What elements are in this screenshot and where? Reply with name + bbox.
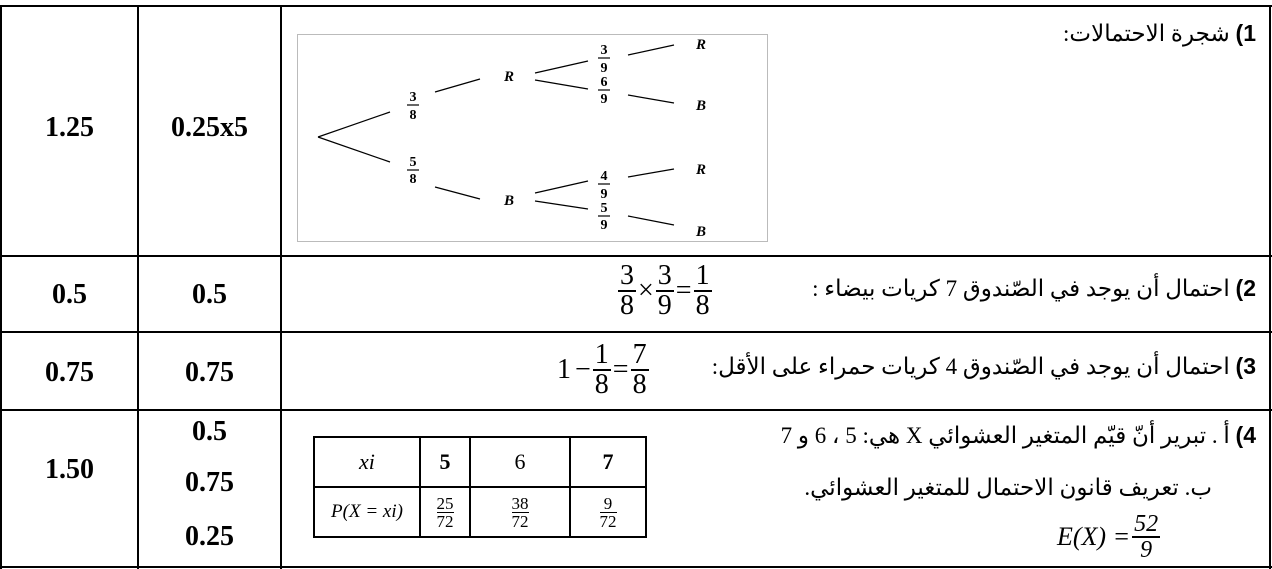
table-border bbox=[0, 331, 1272, 333]
question-number: 1) bbox=[1235, 20, 1256, 46]
operator: × bbox=[638, 275, 654, 306]
table-row: P(X = xi) 25 72 38 72 9 72 bbox=[313, 486, 647, 538]
formula-q2: 3 8 × 3 9 = 1 8 bbox=[618, 262, 712, 320]
fraction-denominator: 9 bbox=[655, 290, 674, 321]
fraction-numerator: 7 bbox=[632, 339, 647, 370]
question-4a: 4) أ . تبرير أنّ قيّم المتغير العشوائي X… bbox=[781, 422, 1256, 449]
row-total: 1.25 bbox=[45, 112, 94, 143]
formula-q3: 1−1 8 = 7 8 bbox=[555, 341, 649, 399]
question-text: احتمال أن يوجد في الصّندوق 4 كريات حمراء… bbox=[711, 354, 1230, 379]
row-points: 0.75 bbox=[185, 467, 234, 498]
formula-term: E(X) = bbox=[1057, 522, 1131, 551]
fraction-denominator: 72 bbox=[436, 511, 454, 531]
question-text: احتمال أن يوجد في الصّندوق 7 كريات بيضاء… bbox=[812, 276, 1230, 301]
tree-node-second: B bbox=[695, 224, 706, 240]
table-cell: 38 72 bbox=[469, 486, 571, 538]
table-border bbox=[0, 5, 1272, 7]
row-total: 0.5 bbox=[52, 279, 87, 310]
question-number: 3) bbox=[1235, 353, 1256, 379]
table-header-cell: xi bbox=[313, 436, 421, 488]
table-border bbox=[0, 566, 1272, 568]
table-border bbox=[280, 6, 282, 569]
fraction-denominator: 8 bbox=[693, 290, 712, 321]
table-header-cell: 5 bbox=[419, 436, 471, 488]
row-points: 0.25x5 bbox=[171, 112, 248, 143]
probability-tree: 3 8 5 8 3 9 6 9 4 9 5 9 R B R B R B bbox=[297, 34, 768, 242]
tree-prob-den: 9 bbox=[601, 218, 608, 233]
tree-prob-den: 8 bbox=[410, 108, 417, 123]
row-total: 1.50 bbox=[45, 454, 94, 485]
fraction-denominator: 8 bbox=[592, 369, 611, 400]
fraction-numerator: 1 bbox=[594, 339, 609, 370]
table-cell: 25 72 bbox=[419, 486, 471, 538]
question-1: 1) شجرة الاحتمالات: bbox=[1063, 20, 1256, 47]
fraction-numerator: 9 bbox=[603, 493, 613, 513]
fraction-denominator: 72 bbox=[599, 511, 617, 531]
fraction-denominator: 8 bbox=[630, 369, 649, 400]
operator: − bbox=[575, 354, 591, 385]
question-text: ب. تعريف قانون الاحتمال للمتغير العشوائي… bbox=[804, 475, 1212, 500]
tree-prob-num: 5 bbox=[410, 155, 417, 170]
table-header-cell: 6 bbox=[469, 436, 571, 488]
table-border bbox=[0, 255, 1272, 257]
fraction-numerator: 3 bbox=[657, 260, 672, 291]
tree-prob-num: 6 bbox=[601, 75, 608, 90]
table-border bbox=[0, 409, 1272, 411]
question-text: شجرة الاحتمالات: bbox=[1063, 21, 1230, 46]
question-2: 2) احتمال أن يوجد في الصّندوق 7 كريات بي… bbox=[812, 275, 1256, 302]
tree-prob-den: 8 bbox=[410, 172, 417, 187]
fraction-numerator: 52 bbox=[1134, 511, 1159, 537]
tree-prob-num: 4 bbox=[601, 169, 608, 184]
fraction-numerator: 25 bbox=[436, 493, 454, 513]
fraction-numerator: 1 bbox=[695, 260, 710, 291]
tree-node-first: B bbox=[503, 193, 514, 209]
fraction-numerator: 38 bbox=[511, 493, 529, 513]
table-row-label: P(X = xi) bbox=[313, 486, 421, 538]
tree-prob-den: 9 bbox=[601, 92, 608, 107]
question-number: 2) bbox=[1235, 275, 1256, 301]
tree-node-second: B bbox=[695, 98, 706, 114]
tree-node-second: R bbox=[695, 37, 706, 53]
table-border bbox=[0, 6, 2, 569]
probability-law-table: xi 5 6 7 P(X = xi) 25 72 38 72 9 72 bbox=[313, 436, 647, 538]
table-header-cell: 7 bbox=[569, 436, 647, 488]
question-number: 4) bbox=[1235, 422, 1256, 448]
table-row: xi 5 6 7 bbox=[313, 436, 647, 488]
tree-node-second: R bbox=[695, 162, 706, 178]
formula-term: 1 bbox=[557, 354, 571, 385]
operator: = bbox=[675, 275, 692, 306]
fraction-denominator: 8 bbox=[618, 290, 636, 321]
operator: = bbox=[612, 354, 629, 385]
row-points: 0.75 bbox=[185, 357, 234, 388]
tree-prob-den: 9 bbox=[601, 187, 608, 202]
question-4b: ب. تعريف قانون الاحتمال للمتغير العشوائي… bbox=[804, 475, 1212, 501]
table-border bbox=[1269, 6, 1271, 569]
fraction-numerator: 3 bbox=[620, 260, 634, 291]
row-points: 0.5 bbox=[192, 416, 227, 447]
question-text: أ . تبرير أنّ قيّم المتغير العشوائي X هي… bbox=[780, 423, 1230, 448]
tree-prob-num: 5 bbox=[601, 201, 608, 216]
expectation-formula: E(X) = 52 9 bbox=[1055, 511, 1161, 562]
fraction-denominator: 72 bbox=[511, 511, 529, 531]
tree-prob-num: 3 bbox=[601, 43, 608, 58]
fraction-denominator: 9 bbox=[1132, 536, 1161, 562]
row-points: 0.25 bbox=[185, 521, 234, 552]
tree-prob-den: 9 bbox=[601, 61, 608, 76]
tree-node-first: R bbox=[503, 69, 514, 85]
question-3: 3) احتمال أن يوجد في الصّندوق 4 كريات حم… bbox=[712, 353, 1256, 380]
table-border bbox=[137, 6, 139, 569]
tree-prob-num: 3 bbox=[410, 90, 417, 105]
row-total: 0.75 bbox=[45, 357, 94, 388]
row-points: 0.5 bbox=[192, 279, 227, 310]
table-cell: 9 72 bbox=[569, 486, 647, 538]
